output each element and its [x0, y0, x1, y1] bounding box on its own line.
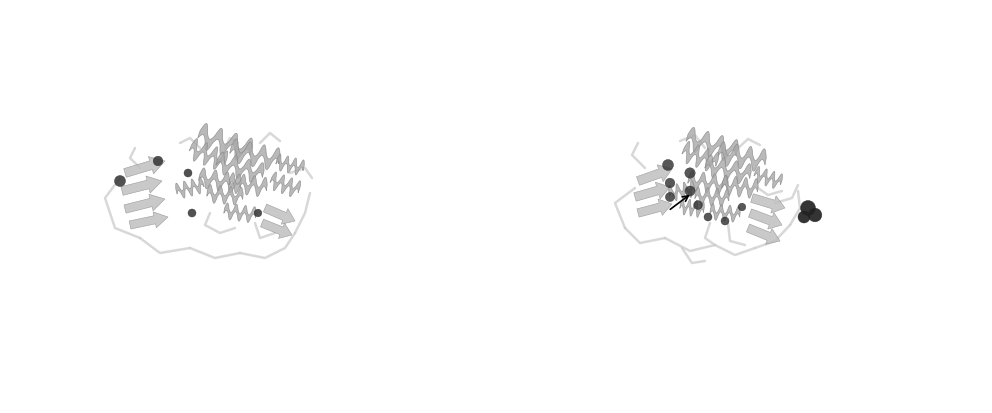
Polygon shape — [686, 127, 738, 161]
Circle shape — [666, 178, 675, 188]
Polygon shape — [637, 165, 672, 185]
Polygon shape — [637, 199, 672, 217]
Circle shape — [693, 201, 702, 209]
Circle shape — [663, 159, 674, 171]
Circle shape — [808, 208, 821, 222]
Polygon shape — [705, 155, 751, 184]
Circle shape — [254, 209, 262, 217]
Polygon shape — [276, 154, 305, 175]
Polygon shape — [669, 180, 695, 201]
Polygon shape — [694, 187, 729, 207]
Polygon shape — [270, 172, 301, 197]
Polygon shape — [746, 224, 780, 244]
Polygon shape — [748, 209, 782, 229]
Circle shape — [153, 156, 163, 166]
Polygon shape — [718, 142, 766, 171]
Polygon shape — [224, 203, 256, 223]
Circle shape — [184, 169, 192, 177]
Circle shape — [666, 192, 675, 202]
Polygon shape — [229, 173, 267, 197]
Circle shape — [721, 217, 729, 225]
Polygon shape — [263, 204, 295, 224]
Polygon shape — [121, 176, 162, 195]
Polygon shape — [198, 168, 241, 193]
Polygon shape — [230, 139, 280, 170]
Polygon shape — [754, 166, 783, 188]
Polygon shape — [680, 198, 704, 217]
Polygon shape — [216, 152, 264, 182]
Polygon shape — [261, 219, 292, 238]
Circle shape — [114, 176, 126, 187]
Polygon shape — [197, 123, 253, 160]
Circle shape — [684, 168, 695, 178]
Polygon shape — [124, 194, 165, 213]
Polygon shape — [124, 157, 165, 177]
Circle shape — [704, 213, 712, 221]
Polygon shape — [710, 204, 740, 222]
Polygon shape — [722, 176, 758, 198]
Polygon shape — [751, 194, 785, 213]
Polygon shape — [189, 139, 228, 169]
Circle shape — [801, 200, 815, 216]
Circle shape — [685, 186, 695, 196]
Polygon shape — [206, 185, 243, 205]
Polygon shape — [682, 141, 719, 171]
Circle shape — [798, 211, 810, 223]
Circle shape — [738, 203, 746, 211]
Polygon shape — [687, 171, 728, 195]
Polygon shape — [634, 182, 670, 201]
Polygon shape — [176, 177, 204, 198]
Polygon shape — [129, 212, 168, 229]
Circle shape — [188, 209, 196, 217]
